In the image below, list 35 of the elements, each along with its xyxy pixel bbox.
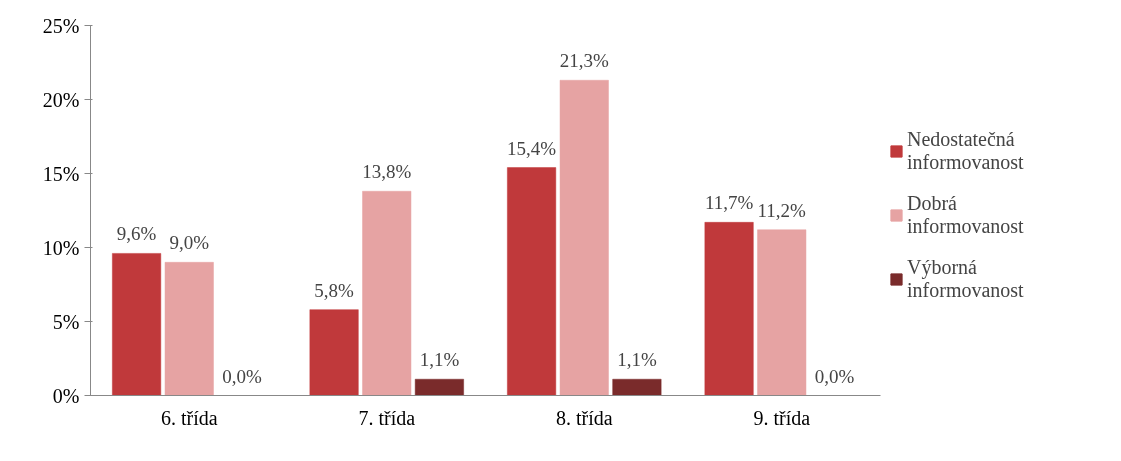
y-tick-label: 15% xyxy=(42,162,80,185)
data-label: 15,4% xyxy=(507,137,557,159)
x-tick-label: 9. třída xyxy=(753,406,811,429)
data-label: 1,1% xyxy=(617,349,657,371)
bar xyxy=(112,253,162,396)
legend-label: Dobrá informovanost xyxy=(907,191,1024,238)
legend-label: Výborná informovanost xyxy=(907,255,1024,302)
legend-label: Nedostatečná informovanost xyxy=(907,127,1024,174)
data-label: 11,7% xyxy=(704,192,754,214)
y-tick-label: 25% xyxy=(42,14,80,37)
y-tick-label: 10% xyxy=(42,236,80,259)
bar xyxy=(414,378,464,396)
data-label: 13,8% xyxy=(362,161,412,183)
data-label: 0,0% xyxy=(814,365,855,387)
bar xyxy=(362,191,412,396)
x-tick-label: 6. třída xyxy=(160,406,218,429)
data-label: 5,8% xyxy=(314,279,355,301)
data-label: 21,3% xyxy=(559,50,609,72)
bar xyxy=(164,262,214,396)
x-tick-label: 8. třída xyxy=(555,406,613,429)
data-label: 1,1% xyxy=(419,349,460,371)
x-tick-label: 7. třída xyxy=(358,406,416,429)
data-label: 11,2% xyxy=(757,199,807,221)
y-tick-label: 5% xyxy=(52,310,80,333)
bar xyxy=(507,167,557,396)
y-tick-label: 20% xyxy=(42,88,80,111)
bar xyxy=(309,309,359,396)
bar xyxy=(612,378,662,396)
bar xyxy=(559,80,609,396)
data-label: 0,0% xyxy=(222,365,262,387)
bar xyxy=(704,222,754,396)
bar xyxy=(757,229,807,396)
y-tick-label: 0% xyxy=(52,384,80,407)
data-label: 9,6% xyxy=(116,223,157,245)
data-label: 9,0% xyxy=(169,232,210,254)
